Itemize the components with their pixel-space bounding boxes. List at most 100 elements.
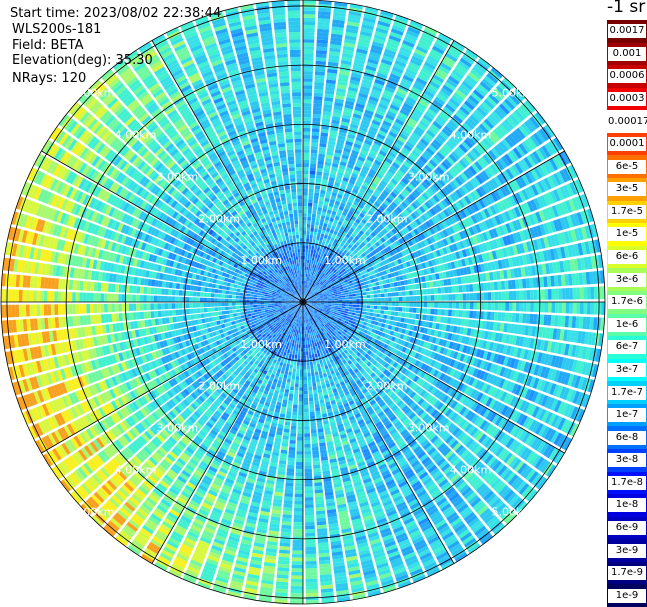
data-cell	[370, 194, 378, 201]
data-cell	[461, 103, 473, 113]
data-cell	[409, 290, 413, 296]
data-cell	[373, 298, 378, 302]
data-cell	[351, 149, 359, 156]
data-cell	[303, 191, 308, 196]
data-cell	[430, 196, 438, 205]
data-cell	[423, 212, 431, 220]
data-cell	[308, 393, 314, 398]
data-cell	[390, 221, 397, 228]
data-cell	[432, 183, 440, 192]
data-cell	[414, 80, 426, 89]
data-cell	[465, 167, 475, 178]
data-cell	[452, 302, 456, 309]
data-cell	[360, 168, 368, 175]
data-cell	[375, 172, 384, 180]
data-cell	[303, 238, 306, 242]
data-cell	[436, 68, 448, 78]
data-cell	[505, 291, 510, 301]
data-cell	[459, 302, 463, 309]
data-cell	[356, 133, 366, 139]
data-cell	[450, 135, 460, 145]
data-cell	[441, 294, 446, 301]
data-cell	[320, 259, 324, 264]
data-cell	[332, 112, 342, 118]
data-cell	[303, 53, 314, 58]
data-cell	[322, 248, 326, 254]
data-cell	[303, 255, 305, 260]
data-cell	[345, 246, 351, 252]
data-cell	[383, 140, 393, 148]
data-cell	[512, 129, 523, 142]
data-cell	[365, 106, 376, 113]
data-cell	[333, 105, 343, 111]
data-cell	[380, 293, 385, 298]
data-cell	[348, 86, 359, 93]
data-cell	[401, 43, 414, 52]
data-cell	[376, 198, 383, 205]
data-cell	[321, 118, 331, 123]
data-cell	[507, 134, 518, 146]
data-cell	[367, 228, 373, 234]
data-cell	[312, 210, 317, 215]
data-cell	[331, 116, 341, 121]
data-cell	[397, 317, 402, 322]
data-cell	[501, 291, 506, 301]
data-cell	[320, 281, 324, 286]
data-cell	[355, 270, 360, 275]
data-cell	[435, 192, 443, 201]
data-cell	[303, 103, 312, 107]
data-cell	[391, 145, 401, 153]
data-cell	[444, 286, 449, 294]
data-cell	[318, 285, 323, 289]
data-cell	[311, 283, 314, 287]
data-cell	[315, 345, 319, 350]
data-cell	[388, 35, 402, 43]
data-cell	[529, 313, 534, 324]
data-cell	[368, 316, 373, 320]
data-cell	[373, 139, 383, 147]
data-cell	[439, 62, 452, 72]
data-cell	[337, 80, 348, 87]
data-cell	[338, 276, 343, 281]
data-cell	[354, 262, 360, 267]
data-cell	[321, 282, 325, 287]
data-cell	[562, 288, 566, 300]
data-cell	[370, 305, 374, 309]
data-cell	[331, 192, 338, 197]
data-cell	[374, 112, 384, 120]
data-cell	[355, 162, 363, 169]
data-cell	[322, 265, 326, 270]
data-cell	[315, 499, 325, 505]
data-cell	[368, 95, 379, 103]
data-cell	[314, 246, 318, 251]
data-cell	[386, 184, 394, 191]
data-cell	[452, 191, 460, 200]
data-cell	[347, 182, 354, 188]
data-cell	[341, 52, 354, 59]
data-cell	[509, 93, 521, 106]
data-cell	[371, 237, 377, 244]
data-cell	[401, 243, 407, 250]
data-cell	[412, 290, 417, 296]
data-cell	[362, 75, 374, 82]
data-cell	[327, 286, 332, 289]
data-cell	[395, 91, 406, 99]
data-cell	[326, 284, 331, 288]
data-cell	[318, 275, 322, 279]
data-cell	[329, 133, 337, 139]
data-cell	[383, 314, 388, 319]
data-cell	[364, 315, 370, 319]
data-cell	[344, 216, 351, 222]
data-cell	[361, 266, 367, 271]
data-cell	[325, 289, 329, 292]
data-cell	[357, 156, 366, 162]
data-cell	[318, 263, 322, 268]
data-cell	[317, 388, 323, 394]
data-cell	[309, 290, 312, 294]
data-cell	[317, 385, 322, 390]
data-cell	[366, 61, 378, 69]
data-cell	[417, 158, 426, 167]
data-cell	[475, 86, 487, 97]
data-cell	[308, 285, 311, 289]
data-cell	[320, 215, 326, 220]
